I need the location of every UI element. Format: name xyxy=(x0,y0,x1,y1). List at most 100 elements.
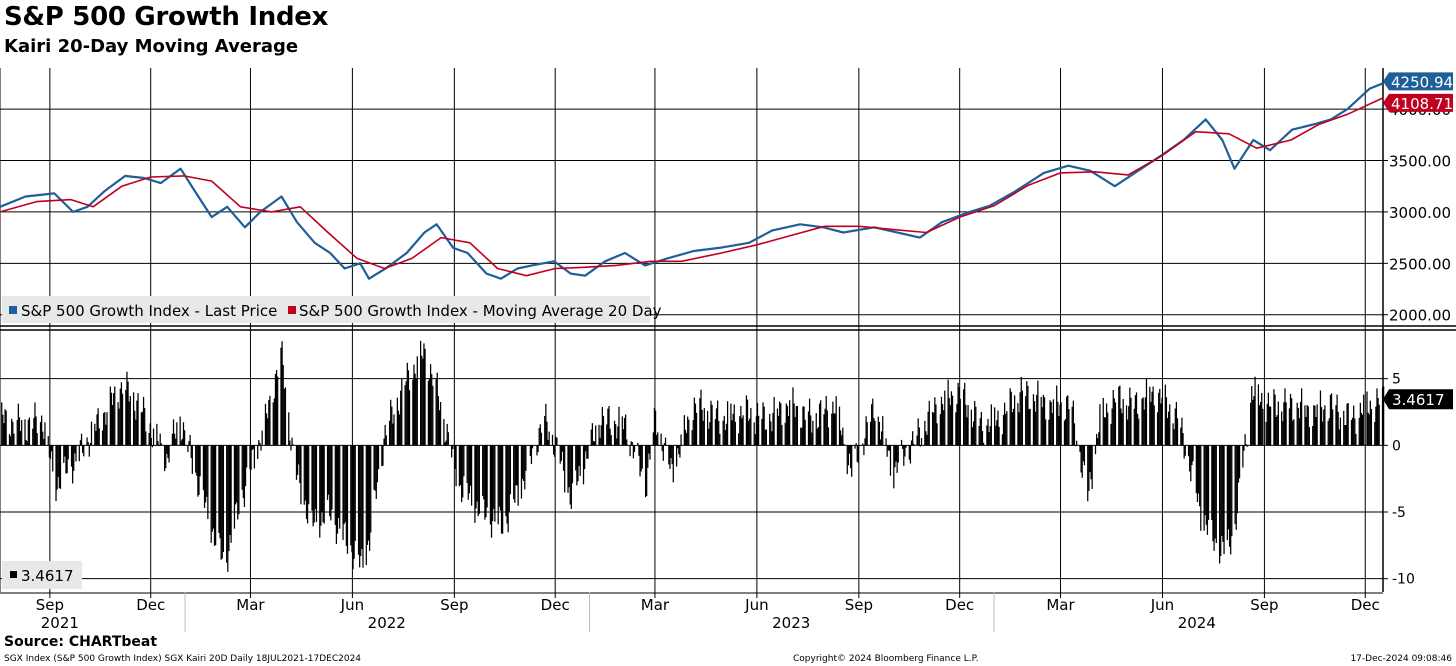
price-tick-label: 2500.00 xyxy=(1389,255,1451,273)
kairi-bar xyxy=(575,445,577,471)
kairi-bar xyxy=(1098,432,1100,446)
kairi-bar xyxy=(739,416,741,446)
kairi-bar xyxy=(431,374,433,446)
kairi-bar xyxy=(445,440,447,446)
price-tick-label: 2000.00 xyxy=(1389,307,1451,325)
kairi-bar xyxy=(308,445,310,505)
kairi-bar xyxy=(339,445,341,529)
kairi-bar xyxy=(397,410,400,446)
kairi-bar xyxy=(113,393,115,446)
moving-average-line xyxy=(0,97,1384,277)
kairi-bar xyxy=(500,445,503,534)
kairi-bar xyxy=(1226,445,1228,541)
kairi-bar xyxy=(601,407,603,446)
kairi-bar xyxy=(361,445,363,550)
kairi-bar xyxy=(886,445,888,457)
kairi-bar xyxy=(556,437,558,446)
kairi-bar xyxy=(865,416,867,446)
kairi-bar xyxy=(756,402,759,446)
kairi-bar xyxy=(420,340,422,446)
kairi-bar xyxy=(716,400,719,446)
kairi-bar xyxy=(943,410,945,446)
kairi-bar xyxy=(738,433,740,446)
kairi-bar xyxy=(315,445,318,522)
kairi-bar xyxy=(843,444,845,446)
kairi-bar xyxy=(1187,445,1190,457)
kairi-bar xyxy=(1182,433,1184,446)
kairi-bar xyxy=(656,434,658,446)
kairi-bar xyxy=(900,439,903,446)
kairi-bar xyxy=(1277,401,1279,446)
kairi-bar xyxy=(734,421,736,446)
kairi-bar xyxy=(4,409,6,446)
kairi-bar xyxy=(241,445,243,490)
kairi-bar xyxy=(824,408,826,446)
kairi-bar xyxy=(981,431,984,446)
kairi-bar xyxy=(710,400,712,446)
kairi-bar xyxy=(128,401,130,446)
kairi-bar xyxy=(1129,387,1131,446)
kairi-bar xyxy=(1112,389,1114,446)
kairi-bar xyxy=(733,404,735,446)
kairi-bar xyxy=(897,445,899,463)
kairi-bar xyxy=(1138,418,1140,446)
kairi-bar xyxy=(593,441,596,446)
kairi-bar xyxy=(1142,397,1144,446)
kairi-bar xyxy=(404,385,406,446)
kairi-bar xyxy=(972,421,975,446)
kairi-bar xyxy=(421,355,423,446)
kairi-bar xyxy=(1029,408,1031,446)
kairi-bar xyxy=(1328,418,1330,446)
kairi-bar xyxy=(1344,424,1346,446)
kairi-bar xyxy=(1095,433,1098,446)
kairi-bar xyxy=(373,445,375,490)
kairi-bar xyxy=(1071,406,1073,446)
kairi-bar xyxy=(311,445,313,511)
kairi-bar xyxy=(585,445,587,452)
kairi-bar xyxy=(1076,440,1078,446)
kairi-bar xyxy=(149,423,151,446)
kairi-bar xyxy=(1040,396,1042,446)
kairi-bar xyxy=(320,445,322,526)
kairi-bar xyxy=(281,341,283,446)
kairi-bar xyxy=(1158,392,1160,446)
kairi-bar xyxy=(1032,394,1035,446)
kairi-bar xyxy=(685,432,688,446)
kairi-bar xyxy=(1363,394,1365,446)
kairi-bar xyxy=(259,442,261,446)
kairi-bar xyxy=(253,445,256,469)
kairi-bar xyxy=(335,445,338,545)
kairi-bar xyxy=(769,413,771,446)
kairi-bar xyxy=(1308,427,1310,446)
kairi-bar xyxy=(1291,398,1293,446)
kairi-bar xyxy=(451,445,453,458)
kairi-bar xyxy=(838,406,841,446)
kairi-bar xyxy=(773,396,775,446)
kairi-bar xyxy=(142,396,145,446)
kairi-bar xyxy=(87,442,89,446)
kairi-bar xyxy=(493,445,495,509)
kairi-bar xyxy=(623,417,626,446)
footer-copyright: Copyright© 2024 Bloomberg Finance L.P. xyxy=(793,654,979,664)
kairi-bar xyxy=(1336,394,1338,446)
kairi-bar xyxy=(726,401,729,446)
kairi-bar xyxy=(498,445,500,507)
kairi-bar xyxy=(1285,402,1287,446)
kairi-bar xyxy=(1330,393,1333,446)
kairi-bar xyxy=(1343,410,1345,446)
price-tick-label: 3000.00 xyxy=(1389,204,1451,222)
legend-swatch-price xyxy=(9,306,17,314)
kairi-bar xyxy=(978,425,980,446)
kairi-bar xyxy=(337,445,340,519)
kairi-bar xyxy=(663,443,666,446)
kairi-bar xyxy=(555,436,557,446)
kairi-bar xyxy=(1068,409,1070,446)
kairi-bar xyxy=(1002,415,1005,446)
kairi-bar xyxy=(761,418,763,446)
kairi-bar xyxy=(9,436,12,446)
kairi-bar xyxy=(987,418,989,446)
kairi-bar xyxy=(104,412,106,446)
kairi-bar xyxy=(1103,417,1105,446)
kairi-tick-label: 5 xyxy=(1392,372,1401,388)
kairi-bar xyxy=(1366,391,1368,446)
